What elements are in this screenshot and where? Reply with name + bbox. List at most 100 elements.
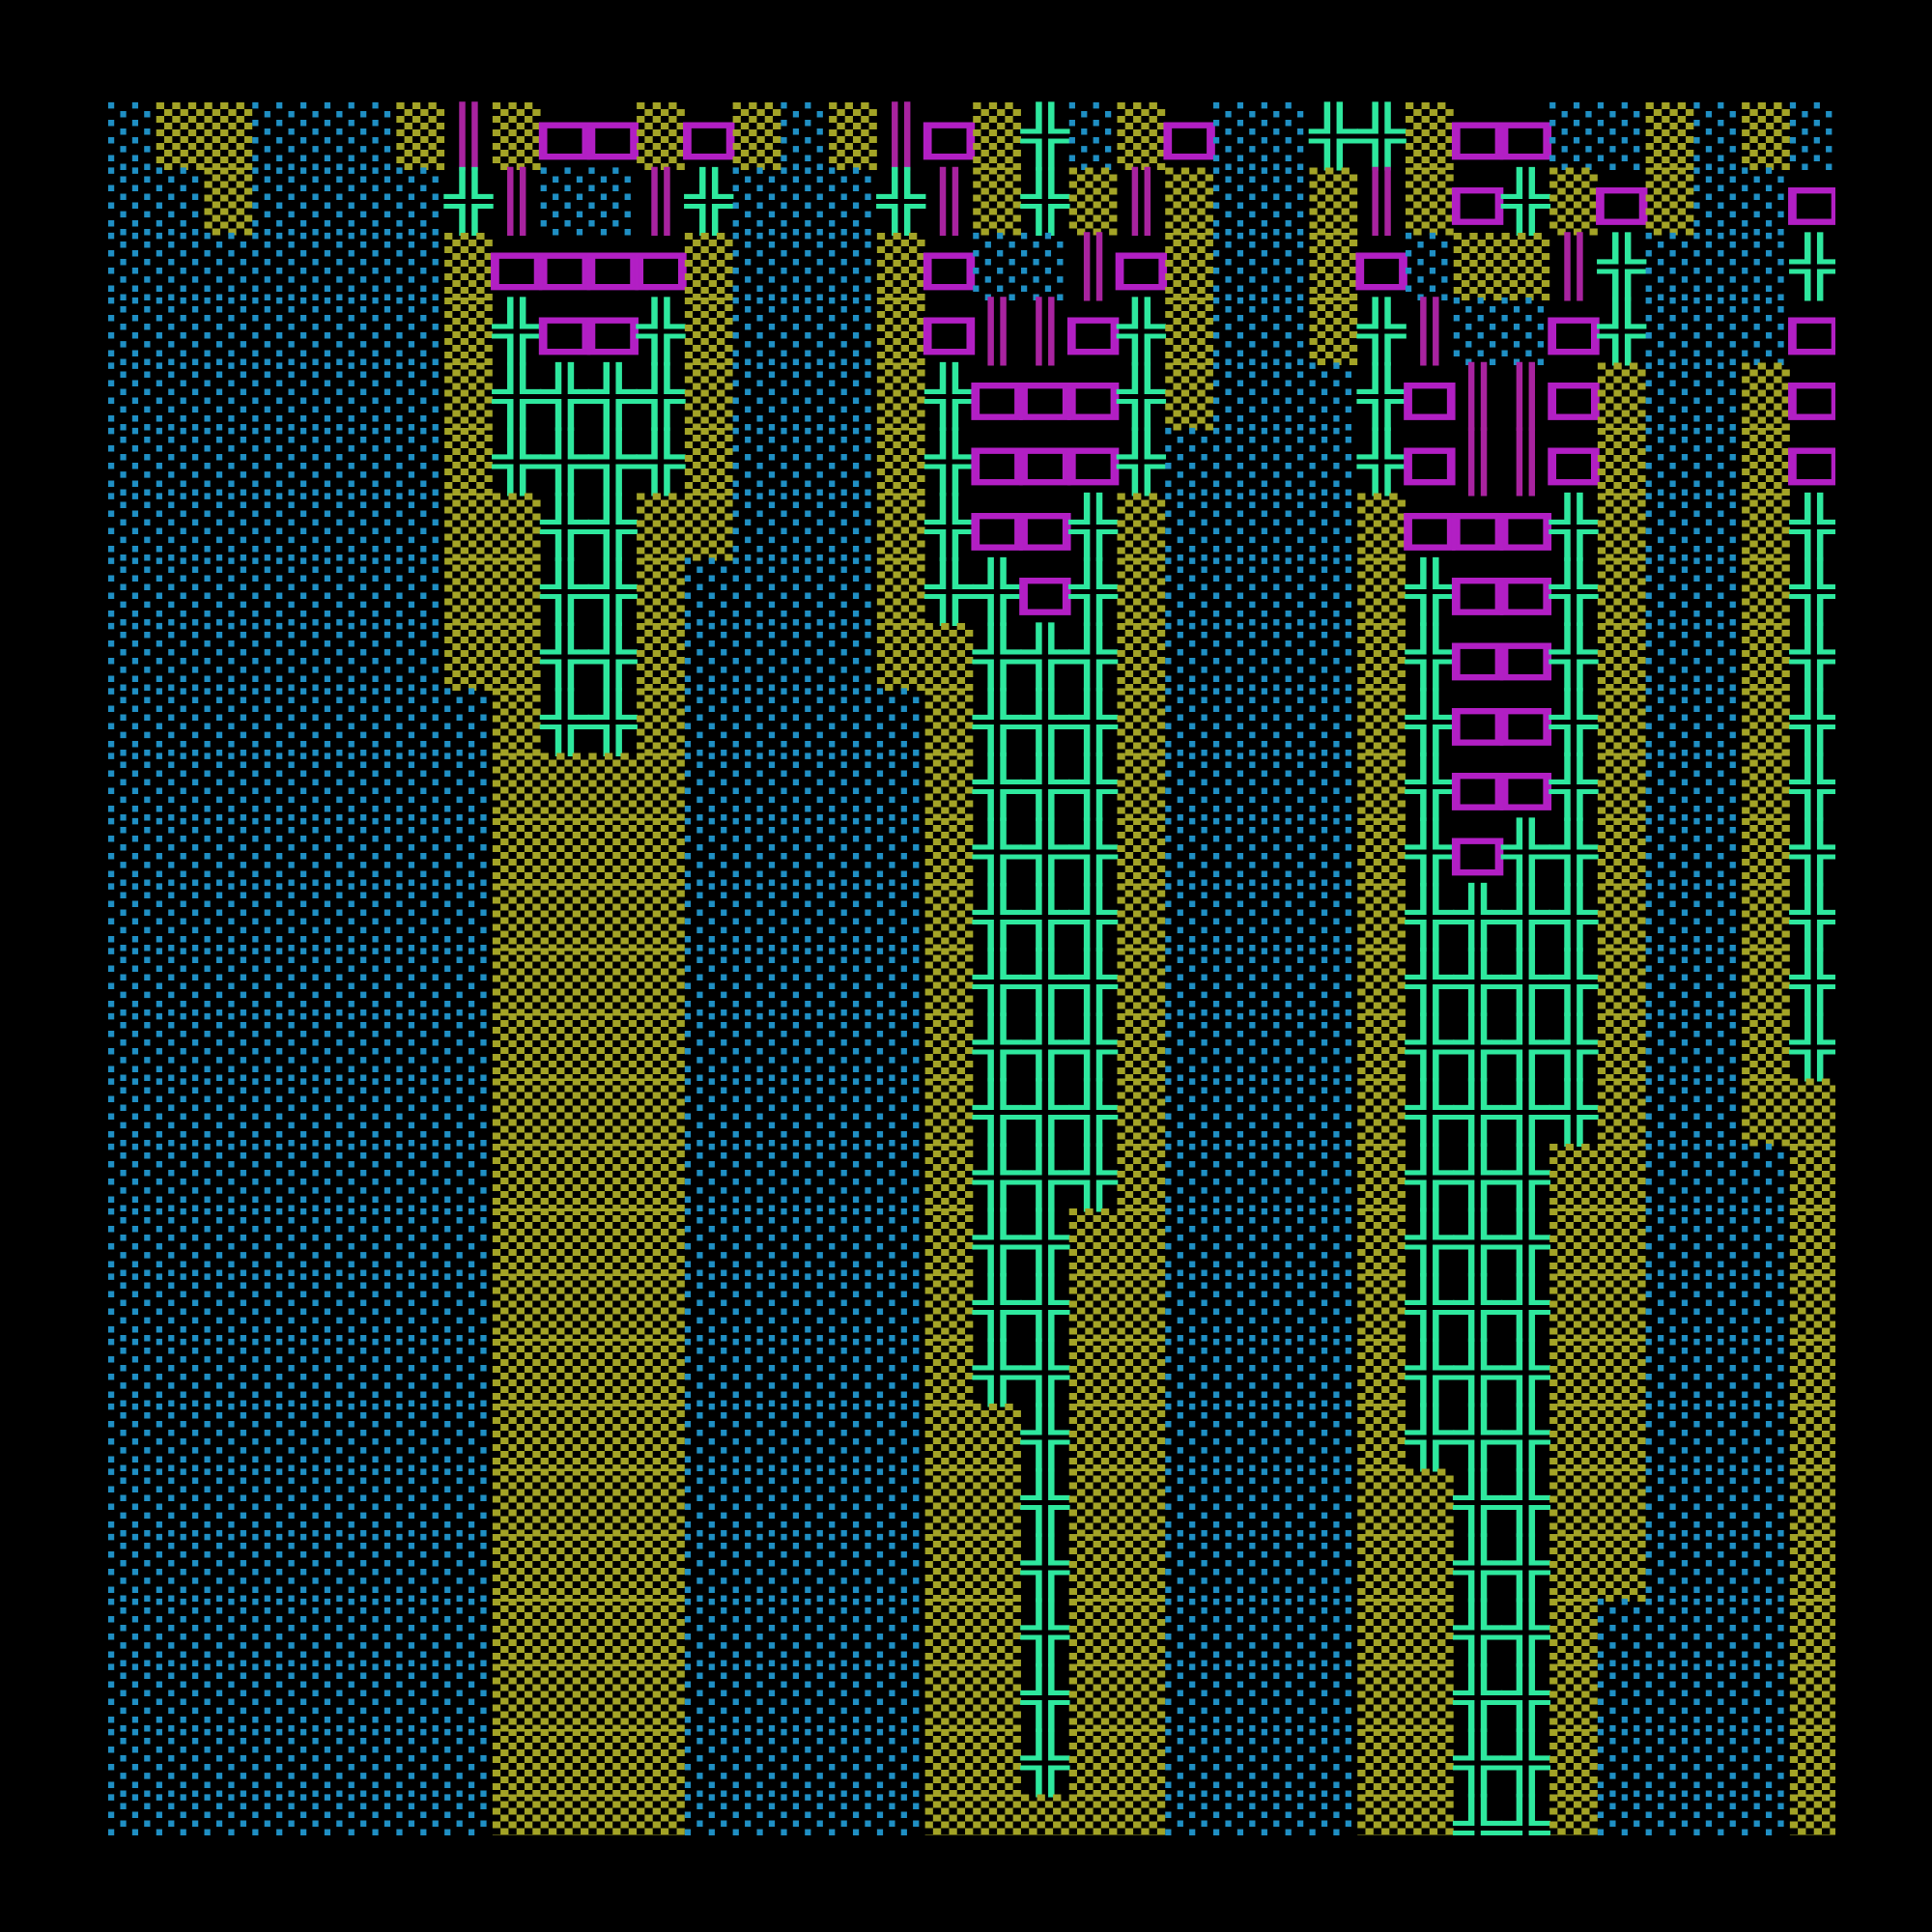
cell: ░ [1262, 1794, 1310, 1862]
cell: ░ [204, 688, 252, 756]
cell: ░ [1213, 1794, 1262, 1862]
cell: ░ [444, 1533, 493, 1602]
cell: ▒ [588, 1728, 638, 1797]
cell: ░ [1742, 1599, 1790, 1667]
cell: ╬ [1452, 1077, 1502, 1148]
cell: ▒ [444, 298, 494, 366]
cell: ▒ [588, 1794, 638, 1862]
cell: ░ [1693, 1599, 1742, 1667]
cell: ▒ [396, 102, 445, 171]
cell: ║ [925, 166, 974, 236]
cell: ░ [204, 1143, 252, 1211]
cell: ░ [252, 753, 300, 821]
cell: ╬ [587, 556, 638, 627]
cell: ╬ [587, 426, 638, 497]
cell: ░ [1310, 557, 1358, 626]
cell: ▒ [1549, 1533, 1599, 1602]
cell: ░ [1262, 1728, 1310, 1797]
cell: ░ [1310, 753, 1358, 821]
cell: ░ [781, 883, 829, 952]
cell: ▒ [204, 167, 253, 236]
cell: ░ [1693, 298, 1742, 366]
cell: ▒ [1790, 1599, 1839, 1667]
cell: ▒ [1357, 1078, 1406, 1147]
cell: ░ [396, 557, 444, 626]
cell: ▒ [733, 102, 782, 171]
cell: ░ [781, 688, 829, 756]
cell: ░ [1165, 1273, 1213, 1342]
cell: ▒ [1549, 1663, 1599, 1732]
cell: □ [1021, 428, 1069, 496]
cell: ░ [685, 1794, 733, 1862]
cell: ░ [1213, 557, 1262, 626]
cell: ▒ [637, 1273, 686, 1342]
cell: ░ [1646, 1468, 1694, 1537]
cell: ▒ [637, 948, 686, 1016]
cell: ░ [1165, 753, 1213, 821]
cell: ▒ [925, 1143, 975, 1211]
cell: ░ [733, 1273, 781, 1342]
cell: ░ [1165, 1013, 1213, 1082]
cell: ▒ [1549, 1143, 1599, 1211]
cell: ░ [1165, 1143, 1213, 1211]
cell: ░ [300, 102, 349, 171]
cell: ░ [252, 1078, 300, 1147]
cell: ░ [733, 1728, 781, 1797]
cell: ╬ [1405, 752, 1455, 822]
cell: ░ [396, 1468, 444, 1537]
cell: ░ [877, 1273, 925, 1342]
cell: □ [1454, 753, 1502, 821]
cell: ░ [349, 1273, 397, 1342]
cell: ▒ [444, 427, 494, 496]
cell: ░ [1262, 1404, 1310, 1472]
cell: ▒ [1357, 1663, 1406, 1732]
cell: ▒ [1118, 493, 1167, 561]
cell: ░ [396, 1663, 444, 1732]
cell: ░ [1693, 427, 1742, 496]
cell: ╬ [1020, 752, 1070, 822]
cell: ░ [108, 1728, 156, 1797]
cell: ░ [396, 1794, 444, 1862]
cell: ░ [1262, 557, 1310, 626]
cell: ░ [829, 427, 877, 496]
cell: □ [588, 233, 637, 300]
cell: ░ [252, 427, 300, 496]
cell: ░ [685, 1273, 733, 1342]
cell: ╬ [1452, 1142, 1502, 1212]
cell: ░ [396, 1013, 444, 1082]
cell: ▒ [1790, 1404, 1839, 1472]
cell: ░ [300, 167, 349, 236]
cell: ▒ [493, 948, 542, 1016]
cell: ▒ [1357, 883, 1406, 952]
cell: ╬ [1452, 1337, 1502, 1407]
cell: ▒ [541, 1663, 590, 1732]
cell: ╬ [1500, 1077, 1550, 1148]
cell: ▒ [1598, 1208, 1647, 1277]
cell: ░ [1693, 818, 1742, 887]
cell: ▒ [925, 753, 975, 821]
cell: ░ [733, 883, 781, 952]
cell: ░ [733, 298, 781, 366]
cell: ░ [349, 1468, 397, 1537]
cell: ╬ [1500, 1532, 1550, 1603]
cell: □ [685, 103, 733, 171]
cell: ▒ [1118, 688, 1167, 756]
cell: ░ [1646, 622, 1694, 691]
cell: ▒ [877, 362, 926, 431]
cell: ╬ [1548, 817, 1599, 888]
cell: ▒ [1406, 1728, 1455, 1797]
cell: □ [1454, 623, 1502, 691]
cell: ╬ [1405, 556, 1455, 627]
cell: ╬ [1067, 621, 1118, 692]
cell: □ [1501, 689, 1549, 756]
cell: ░ [1262, 102, 1310, 171]
cell: ▒ [541, 753, 590, 821]
cell: ╬ [1789, 621, 1839, 692]
cell: ▒ [1742, 622, 1791, 691]
cell: ╬ [1356, 361, 1406, 432]
cell: ╬ [1452, 1727, 1502, 1798]
cell: ░ [1646, 1533, 1694, 1602]
cell: ▒ [541, 1468, 590, 1537]
cell: ▒ [973, 1468, 1022, 1537]
cell: ╬ [923, 556, 974, 627]
